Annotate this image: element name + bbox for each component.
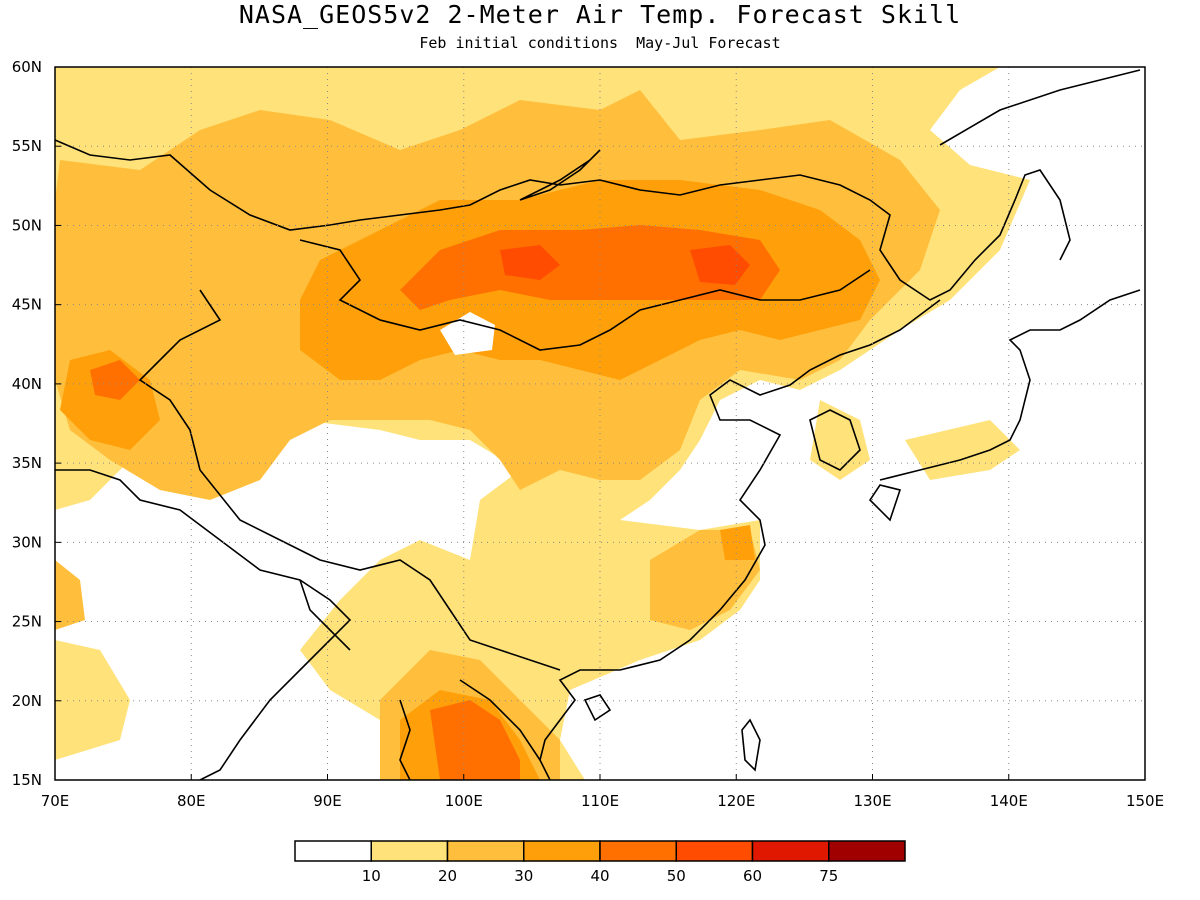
map-frame [54, 66, 1146, 781]
skill-area-10-20 [55, 640, 130, 760]
lat-tick-label: 30N [12, 533, 42, 551]
colorbar-label: 75 [819, 867, 838, 885]
coastline [868, 484, 902, 522]
lon-tick-label: 80E [177, 792, 206, 810]
longitude-tick-labels: 70E 80E 90E 100E 110E 120E 130E 140E 150E [41, 792, 1164, 810]
lon-tick-label: 90E [313, 792, 342, 810]
colorbar-label: 50 [667, 867, 686, 885]
map-title: NASA_GEOS5v2 2-Meter Air Temp. Forecast … [238, 0, 962, 29]
colorbar-swatch [675, 840, 754, 862]
skill-area-50-60 [500, 245, 560, 280]
skill-area-below-10 [440, 312, 495, 355]
lon-tick-label: 100E [445, 792, 483, 810]
lake-outline [519, 149, 601, 201]
coastline [55, 139, 1071, 301]
colorbar-label: 10 [362, 867, 381, 885]
coastline [939, 69, 1141, 146]
latitude-tick-labels: 15N 20N 25N 30N 35N 40N 45N 50N 55N 60N [12, 58, 42, 789]
lat-tick-label: 35N [12, 454, 42, 472]
skill-area-40-50 [90, 360, 140, 400]
country-border [138, 289, 222, 471]
lon-tick-label: 150E [1126, 792, 1164, 810]
lon-tick-label: 140E [990, 792, 1028, 810]
country-border [199, 469, 561, 671]
country-border [299, 239, 871, 351]
map-subtitle: Feb initial conditions May-Jul Forecast [419, 34, 781, 52]
skill-area-10-20 [905, 420, 1020, 480]
skill-area-40-50 [400, 225, 780, 310]
colorbar-swatch [523, 840, 601, 862]
lon-tick-label: 70E [41, 792, 70, 810]
skill-area-10-20 [810, 400, 870, 480]
colorbar-swatch [599, 840, 677, 862]
lat-tick-label: 55N [12, 137, 42, 155]
coastline [879, 289, 1141, 481]
colorbar-swatch [751, 840, 830, 862]
lat-tick-label: 45N [12, 296, 42, 314]
lat-tick-label: 50N [12, 216, 42, 234]
coastline [539, 299, 941, 780]
coastline [809, 409, 861, 471]
lat-tick-label: 20N [12, 692, 42, 710]
colorbar-swatch [294, 840, 372, 862]
coastlines-and-borders [55, 69, 1141, 780]
colorbar-label: 20 [438, 867, 457, 885]
lat-tick-label: 25N [12, 613, 42, 631]
country-border [299, 579, 351, 651]
lat-tick-label: 40N [12, 375, 42, 393]
coastline [583, 694, 612, 722]
skill-area-40-50 [430, 700, 520, 780]
colorbar-swatch [370, 840, 449, 862]
colorbar-swatch [446, 840, 525, 862]
colorbar-label: 30 [514, 867, 533, 885]
country-border [459, 679, 541, 761]
colorbar-swatch [828, 840, 906, 862]
skill-area-30-40 [720, 525, 755, 560]
lon-tick-label: 110E [581, 792, 619, 810]
colorbar: 10 20 30 40 50 60 75 [294, 840, 906, 885]
colorbar-label: 40 [590, 867, 609, 885]
lat-tick-label: 60N [12, 58, 42, 76]
coastline [741, 718, 761, 772]
lon-tick-label: 120E [717, 792, 755, 810]
colorbar-label: 60 [743, 867, 762, 885]
lon-tick-label: 130E [853, 792, 891, 810]
skill-shading [55, 67, 1030, 780]
coastline [55, 469, 352, 780]
skill-area-20-30 [55, 560, 85, 630]
skill-area-50-60 [690, 245, 750, 285]
skill-area-10-20 [560, 500, 620, 600]
lat-tick-label: 15N [12, 771, 42, 789]
coastline [399, 699, 411, 780]
